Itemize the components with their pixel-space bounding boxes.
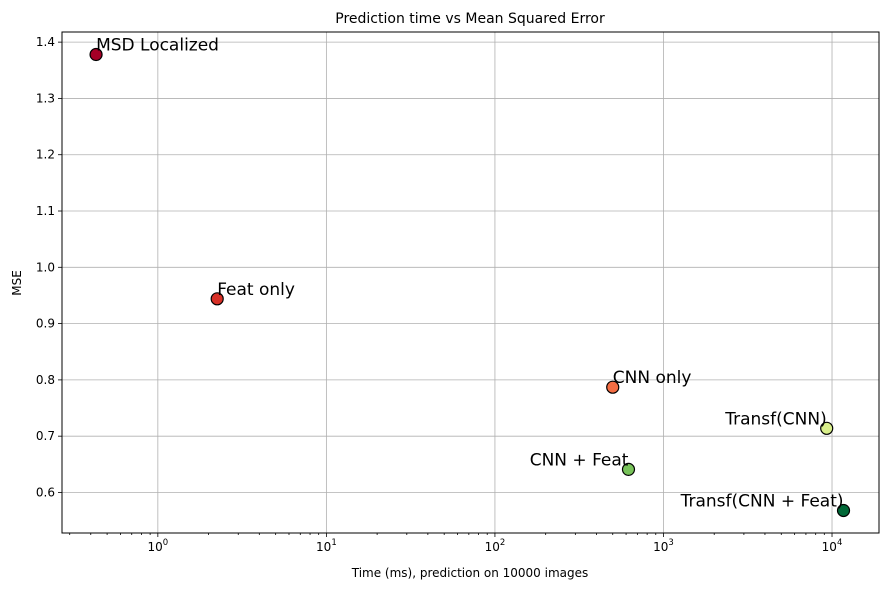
y-tick-label: 0.7 — [36, 429, 55, 443]
chart-title: Prediction time vs Mean Squared Error — [335, 11, 605, 27]
y-tick-label: 0.6 — [36, 485, 55, 499]
data-point — [621, 462, 636, 476]
x-axis-ticks: 100 101 102 103 104 — [69, 533, 843, 554]
y-tick-label: 1.1 — [36, 204, 55, 218]
y-axis-label: MSE — [10, 270, 24, 296]
data-point — [836, 503, 851, 518]
grid-lines — [62, 32, 879, 533]
data-point — [606, 380, 620, 394]
x-tick-label: 104 — [822, 538, 843, 554]
point-label: CNN only — [613, 368, 692, 388]
y-tick-label: 1.4 — [36, 35, 55, 49]
point-label: Transf(CNN + Feat) — [680, 491, 844, 511]
y-tick-label: 0.9 — [36, 317, 55, 331]
x-tick-label: 103 — [653, 538, 674, 554]
point-label: Feat only — [217, 280, 295, 300]
plot-frame — [61, 31, 880, 534]
y-axis-ticks: 0.6 0.7 0.8 0.9 1.0 1.1 1.2 1.3 1.4 — [36, 35, 62, 499]
data-points — [89, 47, 851, 518]
y-tick-label: 0.8 — [36, 373, 55, 387]
x-tick-label: 100 — [147, 538, 168, 554]
y-tick-label: 1.2 — [36, 148, 55, 162]
point-labels: MSD Localized Feat only CNN only CNN + Feat… — [96, 36, 843, 512]
data-point — [89, 47, 103, 62]
point-label: Transf(CNN) — [724, 409, 826, 429]
x-axis-label: Time (ms), prediction on 10000 images — [351, 566, 589, 580]
data-point — [820, 421, 834, 435]
axes — [61, 31, 880, 534]
x-tick-label: 102 — [485, 538, 506, 554]
y-tick-label: 1.0 — [36, 260, 55, 274]
point-label: MSD Localized — [96, 36, 219, 56]
point-label: CNN + Feat — [530, 450, 629, 470]
y-tick-label: 1.3 — [36, 91, 55, 105]
x-tick-label: 101 — [316, 538, 337, 554]
data-point — [210, 292, 224, 306]
